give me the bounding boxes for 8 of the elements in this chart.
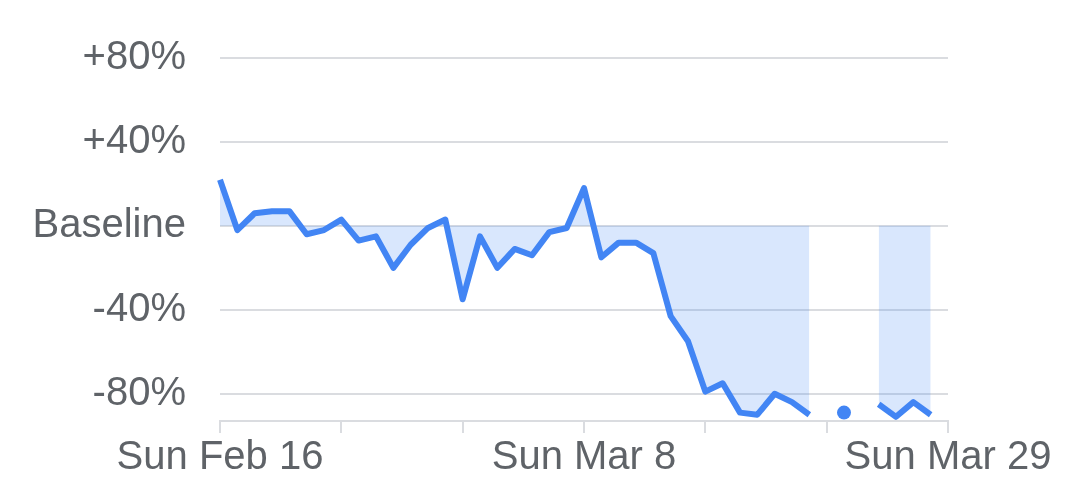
x-tick-label: Sun Mar 8: [491, 433, 677, 478]
x-tick-label: Sun Feb 16: [116, 433, 324, 478]
y-tick-label: +40%: [82, 116, 186, 161]
x-tick-label: Sun Mar 29: [844, 433, 1052, 478]
y-tick-label: Baseline: [32, 200, 186, 245]
y-tick-label: -40%: [92, 284, 186, 329]
y-tick-label: -80%: [92, 368, 186, 413]
y-tick-label: +80%: [82, 33, 186, 78]
